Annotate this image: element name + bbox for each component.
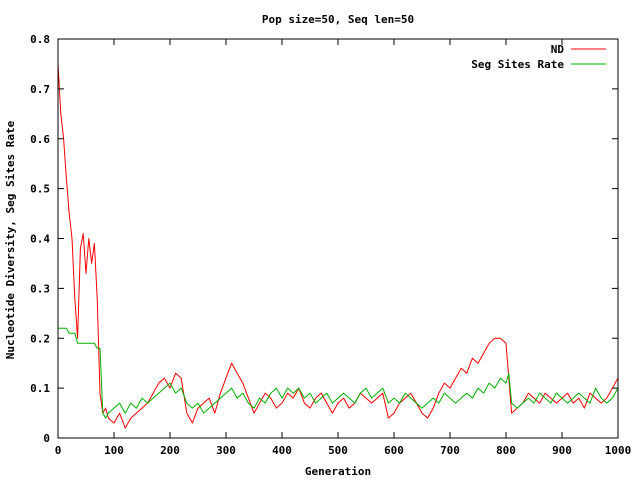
y-tick-label: 0.4 xyxy=(30,233,50,246)
legend-label-0: ND xyxy=(551,43,565,56)
x-tick-label: 700 xyxy=(440,444,460,457)
axes-layer: 0 100 200 300 400 500 600 700 800 900 1000 0 0.1 0.2 0… xyxy=(30,33,631,457)
x-tick-label: 100 xyxy=(104,444,124,457)
legend: ND Seg Sites Rate xyxy=(471,43,606,71)
y-tick-label: 0.1 xyxy=(30,382,50,395)
y-tick-label: 0.3 xyxy=(30,282,50,295)
x-tick-label: 600 xyxy=(384,444,404,457)
series-layer xyxy=(57,63,619,429)
x-tick-label: 300 xyxy=(216,444,236,457)
y-tick-label: 0.8 xyxy=(30,33,50,46)
y-tick-label: 0.5 xyxy=(30,183,50,196)
x-tick-label: 1000 xyxy=(605,444,632,457)
legend-label-1: Seg Sites Rate xyxy=(471,58,564,71)
chart-title: Pop size=50, Seq len=50 xyxy=(262,13,414,26)
x-tick-label: 800 xyxy=(496,444,516,457)
x-tick-label: 0 xyxy=(55,444,62,457)
x-tick-label: 500 xyxy=(328,444,348,457)
x-axis-label: Generation xyxy=(305,465,371,478)
y-axis-label: Nucleotide Diversity, Seg Sites Rate xyxy=(4,120,17,359)
x-tick-label: 900 xyxy=(552,444,572,457)
series-line-1 xyxy=(58,327,619,419)
series-line-0 xyxy=(57,63,619,429)
y-tick-label: 0.6 xyxy=(30,133,50,146)
x-tick-label: 400 xyxy=(272,444,292,457)
x-tick-label: 200 xyxy=(160,444,180,457)
y-tick-label: 0.7 xyxy=(30,83,50,96)
y-tick-label: 0.2 xyxy=(30,332,50,345)
y-tick-label: 0 xyxy=(43,432,50,445)
plot-area-frame xyxy=(57,38,619,439)
